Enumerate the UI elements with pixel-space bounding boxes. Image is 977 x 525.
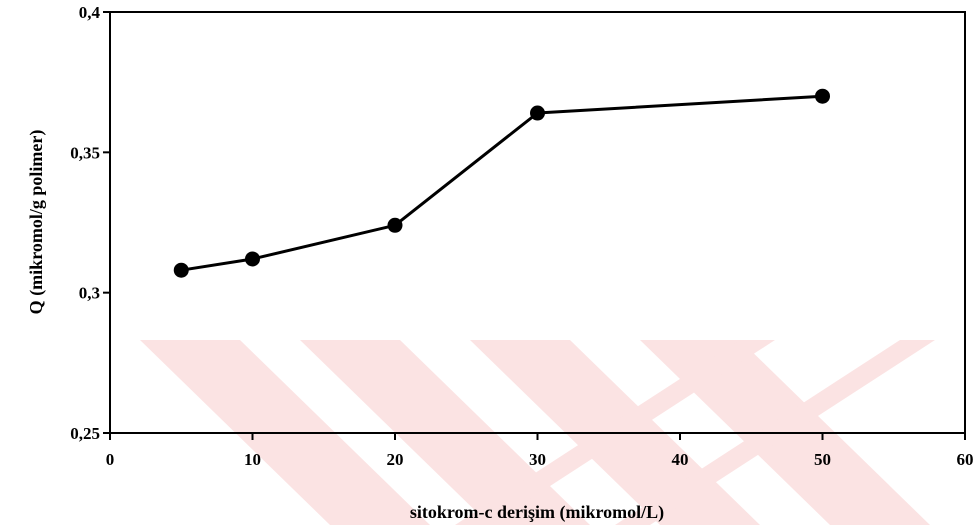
x-tick-label: 10 (244, 450, 261, 469)
x-tick-label: 40 (672, 450, 689, 469)
x-axis-title: sitokrom-c derişim (mikromol/L) (410, 502, 664, 523)
data-point (815, 88, 830, 104)
y-tick-label: 0,3 (79, 284, 100, 303)
x-tick-label: 20 (387, 450, 404, 469)
data-point (173, 262, 189, 278)
x-axis: 0 10 20 30 40 50 60 (106, 433, 974, 469)
x-tick-label: 50 (814, 450, 831, 469)
y-axis: 0,25 0,3 0,35 0,4 (70, 3, 110, 443)
y-tick-label: 0,35 (70, 143, 100, 162)
data-point (530, 105, 545, 121)
data-point (245, 251, 260, 267)
x-tick-label: 30 (529, 450, 546, 469)
x-tick-label: 60 (957, 450, 974, 469)
data-point (387, 217, 403, 233)
data-series (173, 88, 830, 278)
series-line (181, 94, 823, 272)
y-tick-label: 0,4 (79, 3, 101, 22)
x-tick-label: 0 (106, 450, 115, 469)
y-tick-label: 0,25 (70, 424, 100, 443)
y-axis-title: Q (mikromol/g polimer) (26, 130, 47, 315)
